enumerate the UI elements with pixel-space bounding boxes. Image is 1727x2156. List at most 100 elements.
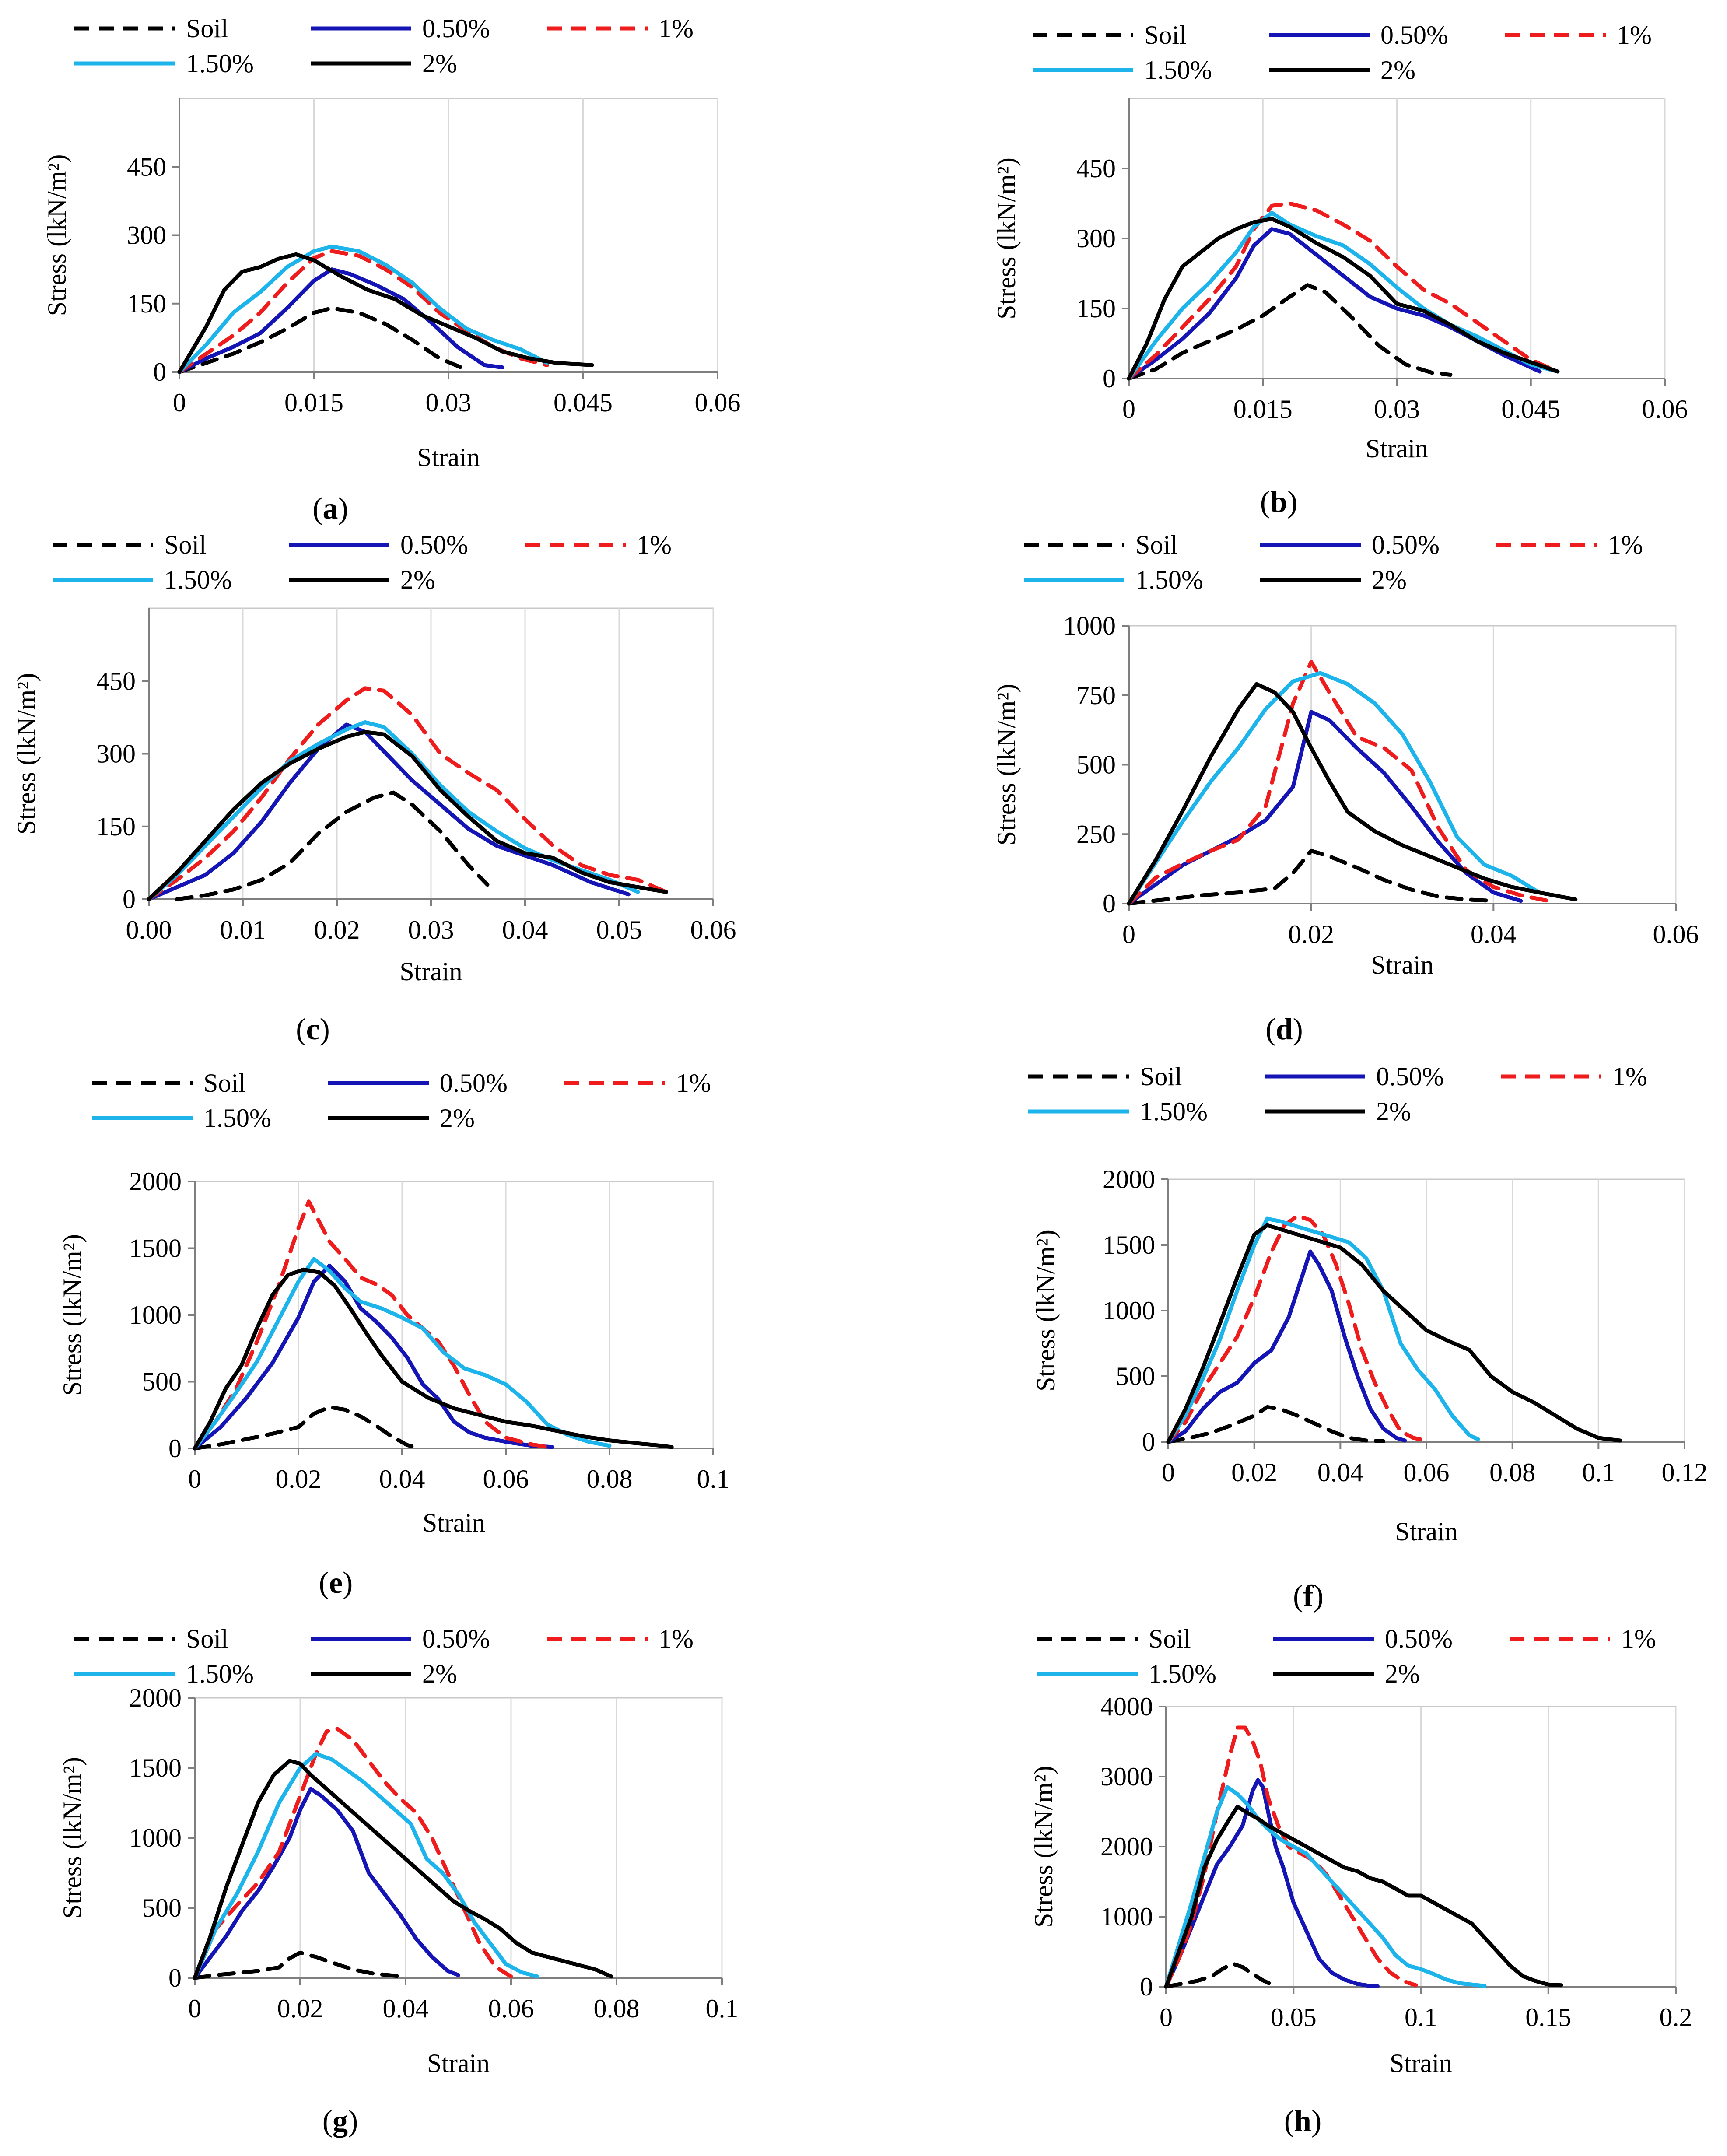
y-tick-label: 0 bbox=[168, 1963, 182, 1992]
series-line-2 bbox=[147, 730, 668, 901]
x-tick-label: 0.045 bbox=[1501, 395, 1560, 424]
series-line-soil bbox=[193, 1405, 420, 1451]
legend-label: 0.50% bbox=[422, 1624, 490, 1653]
legend-label: Soil bbox=[186, 14, 228, 43]
y-tick-label: 150 bbox=[96, 812, 136, 841]
y-tick-label: 1000 bbox=[129, 1301, 182, 1329]
y-tick-label: 0 bbox=[168, 1434, 182, 1463]
x-tick-label: 0.02 bbox=[1231, 1458, 1277, 1487]
x-tick-label: 0.2 bbox=[1660, 2003, 1692, 2032]
y-tick-label: 150 bbox=[1076, 294, 1116, 323]
chart-panel-g: 0 500 1000 1500 2000 0 0.02 0.04 0.06 0.08 0.1 Stra… bbox=[58, 1624, 739, 2138]
series-line-050 bbox=[1164, 1778, 1380, 1989]
x-tick-label: 0.08 bbox=[1489, 1458, 1535, 1487]
x-axis-title: Strain bbox=[423, 1508, 485, 1537]
y-tick-label: 1000 bbox=[1103, 1296, 1155, 1325]
panel-label: (f) bbox=[1293, 1579, 1324, 1613]
legend: Soil 0.50% 1% 1.50% 2% bbox=[92, 1069, 711, 1132]
y-tick-label: 300 bbox=[96, 740, 136, 768]
series-line-soil bbox=[1127, 283, 1453, 381]
series-line-050 bbox=[177, 267, 504, 374]
series-line-150 bbox=[1166, 1216, 1480, 1444]
y-axis-title: Stress (lkN/m²) bbox=[1029, 1766, 1058, 1928]
x-tick-label: 0.02 bbox=[1288, 920, 1334, 949]
series-line-2 bbox=[193, 1759, 613, 1980]
legend-label: 0.50% bbox=[1376, 1062, 1444, 1091]
legend-label: 2% bbox=[440, 1104, 475, 1132]
x-axis-title: Strain bbox=[427, 2049, 490, 2078]
legend-label: 2% bbox=[1385, 1659, 1420, 1688]
legend-label: 1% bbox=[1608, 530, 1643, 559]
x-tick-label: 0.06 bbox=[695, 388, 741, 417]
legend-label: 1.50% bbox=[164, 565, 232, 594]
y-tick-label: 1500 bbox=[129, 1234, 182, 1263]
legend-label: 1.50% bbox=[1144, 56, 1212, 84]
y-tick-label: 450 bbox=[96, 666, 136, 695]
legend-label: 0.50% bbox=[400, 530, 468, 559]
panel-label: (c) bbox=[296, 1013, 330, 1046]
x-tick-label: 0.06 bbox=[1404, 1458, 1450, 1487]
x-tick-label: 0.05 bbox=[1271, 2003, 1317, 2032]
legend: Soil 0.50% 1% 1.50% 2% bbox=[1033, 21, 1652, 84]
legend-label: 2% bbox=[422, 49, 457, 78]
legend-label: Soil bbox=[1135, 530, 1178, 559]
y-tick-label: 500 bbox=[142, 1893, 182, 1922]
legend-label: 1.50% bbox=[186, 1659, 254, 1688]
legend-label: 1.50% bbox=[186, 49, 254, 78]
y-axis-title: Stress (lkN/m²) bbox=[42, 154, 71, 316]
series-line-1 bbox=[1127, 660, 1550, 906]
legend-label: 2% bbox=[422, 1659, 457, 1688]
x-axis-title: Strain bbox=[417, 443, 480, 472]
y-tick-label: 1500 bbox=[1103, 1230, 1155, 1259]
y-axis-title: Stress (lkN/m²) bbox=[992, 158, 1021, 319]
y-tick-label: 450 bbox=[1076, 154, 1116, 183]
series-line-1 bbox=[1127, 201, 1560, 381]
legend-label: Soil bbox=[1149, 1624, 1191, 1653]
legend-label: 1% bbox=[676, 1069, 711, 1097]
x-tick-label: 0 bbox=[1122, 920, 1135, 949]
legend-label: 0.50% bbox=[1380, 21, 1448, 49]
legend-label: 2% bbox=[1380, 56, 1415, 84]
y-tick-label: 2000 bbox=[129, 1683, 182, 1712]
x-tick-label: 0.06 bbox=[1653, 920, 1699, 949]
chart-panel-c: 0 150 300 450 0.00 0.01 0.02 0.03 0.04 0.05 0.06 St… bbox=[12, 530, 736, 1046]
series-line-150 bbox=[1127, 671, 1541, 906]
legend-label: 1% bbox=[659, 14, 694, 43]
panel-label: (e) bbox=[319, 1566, 353, 1600]
series-line-050 bbox=[1166, 1249, 1407, 1444]
y-axis-title: Stress (lkN/m²) bbox=[58, 1757, 87, 1919]
series-line-1 bbox=[147, 686, 668, 901]
legend-label: 2% bbox=[400, 565, 435, 594]
y-tick-label: 500 bbox=[1116, 1362, 1155, 1391]
x-tick-label: 0.04 bbox=[1317, 1458, 1363, 1487]
x-tick-label: 0.03 bbox=[408, 915, 454, 944]
y-tick-label: 300 bbox=[127, 221, 166, 250]
legend: Soil 0.50% 1% 1.50% 2% bbox=[53, 530, 672, 594]
x-tick-label: 0.04 bbox=[1471, 920, 1517, 949]
chart-panel-b: 0 150 300 450 0 0.015 0.03 0.045 0.06 Strain Stres… bbox=[992, 21, 1688, 519]
x-tick-label: 0.06 bbox=[483, 1465, 529, 1493]
panel-label: (a) bbox=[312, 492, 348, 526]
series-line-150 bbox=[193, 1257, 612, 1451]
series-line-1 bbox=[193, 1726, 513, 1980]
legend-label: Soil bbox=[1140, 1062, 1182, 1091]
series-line-2 bbox=[1127, 217, 1560, 381]
x-tick-label: 0.1 bbox=[1582, 1458, 1615, 1487]
y-tick-label: 500 bbox=[142, 1367, 182, 1396]
x-tick-label: 0.06 bbox=[1642, 395, 1688, 424]
series-line-soil bbox=[1164, 1961, 1275, 1989]
series-line-150 bbox=[1127, 210, 1560, 381]
chart-panel-d: 0 250 500 750 1000 0 0.02 0.04 0.06 Strain Stress … bbox=[992, 530, 1699, 1046]
chart-panel-h: 0 1000 2000 3000 4000 0 0.05 0.1 0.15 0.2 Strain St… bbox=[1029, 1624, 1692, 2138]
y-tick-label: 0 bbox=[1103, 364, 1116, 393]
x-tick-label: 0.045 bbox=[553, 388, 613, 417]
x-tick-label: 0 bbox=[188, 1465, 201, 1493]
plot-area-frame bbox=[194, 1697, 723, 1979]
series-line-150 bbox=[177, 245, 549, 374]
legend-label: Soil bbox=[164, 530, 207, 559]
legend: Soil 0.50% 1% 1.50% 2% bbox=[74, 1624, 694, 1688]
x-tick-label: 0 bbox=[173, 388, 186, 417]
x-tick-label: 0.01 bbox=[220, 915, 266, 944]
series-line-2 bbox=[1164, 1805, 1563, 1989]
legend: Soil 0.50% 1% 1.50% 2% bbox=[1024, 530, 1643, 594]
